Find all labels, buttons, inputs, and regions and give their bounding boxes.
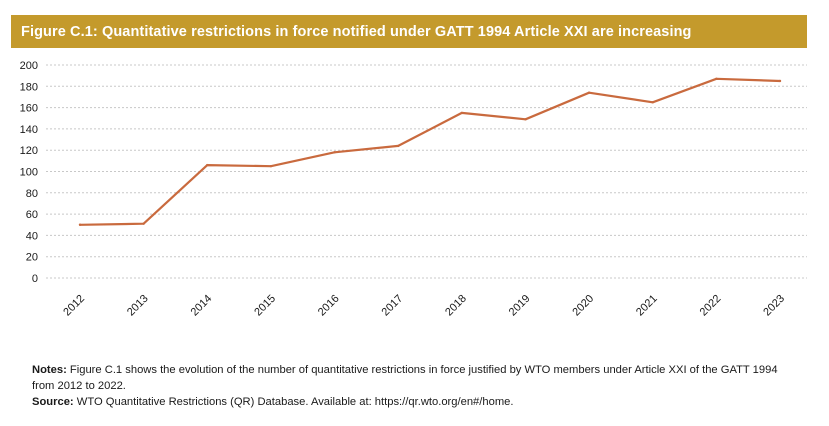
x-tick-label-2020: 2020 (570, 293, 596, 319)
series-group (78, 77, 782, 226)
data-point-2013 (142, 222, 145, 225)
y-tick-label-100: 100 (20, 167, 38, 179)
gridlines (46, 64, 807, 279)
y-tick-label-60: 60 (26, 209, 38, 221)
y-tick-label-20: 20 (26, 252, 38, 264)
y-tick-label-180: 180 (20, 81, 38, 93)
data-point-2012 (78, 223, 82, 226)
y-tick-label-120: 120 (20, 145, 38, 157)
source-text: WTO Quantitative Restrictions (QR) Datab… (73, 396, 514, 408)
data-point-2015 (269, 164, 273, 168)
figure-title: Figure C.1: Quantitative restrictions in… (21, 23, 692, 40)
y-tick-label-140: 140 (20, 124, 38, 136)
x-tick-label-2019: 2019 (507, 293, 533, 319)
data-point-2020 (587, 91, 591, 94)
figure-notes: Notes: Figure C.1 shows the evolution of… (32, 362, 802, 410)
source-label: Source: (32, 396, 74, 408)
line-chart: 0 20 40 60 80 100 120 140 160 180 200 2012 2013 2014… (20, 60, 807, 319)
data-point-2022 (715, 77, 718, 81)
y-tick-label-0: 0 (32, 273, 38, 285)
source-paragraph: Source: WTO Quantitative Restrictions (Q… (32, 394, 802, 410)
x-tick-label-2012: 2012 (61, 293, 87, 319)
data-point-2016 (333, 151, 336, 154)
data-point-2023 (778, 79, 782, 83)
x-tick-label-2016: 2016 (316, 293, 342, 319)
x-tick-label-2013: 2013 (125, 293, 151, 319)
notes-label: Notes: (32, 364, 67, 376)
x-axis-tick-labels: 2012 2013 2014 2015 2016 2017 2018 2019 2020 2021… (61, 293, 787, 319)
data-point-2021 (651, 101, 654, 104)
data-point-2018 (460, 111, 464, 115)
y-tick-label-80: 80 (26, 188, 38, 200)
y-tick-label-160: 160 (20, 103, 38, 115)
y-tick-label-200: 200 (20, 60, 38, 72)
series-line-0 (78, 77, 782, 226)
data-point-2014 (206, 163, 209, 167)
data-point-2017 (396, 144, 400, 148)
x-tick-label-2015: 2015 (252, 293, 278, 319)
figure-title-bar: Figure C.1: Quantitative restrictions in… (11, 15, 807, 48)
x-tick-label-2014: 2014 (189, 293, 215, 319)
notes-paragraph: Notes: Figure C.1 shows the evolution of… (32, 362, 802, 394)
y-tick-label-40: 40 (26, 230, 38, 242)
x-tick-label-2023: 2023 (761, 293, 787, 319)
data-point-2019 (524, 118, 527, 121)
x-tick-label-2021: 2021 (634, 293, 660, 319)
y-axis-tick-labels: 0 20 40 60 80 100 120 140 160 180 200 (20, 60, 38, 285)
x-tick-label-2022: 2022 (698, 293, 724, 319)
notes-text: Figure C.1 shows the evolution of the nu… (32, 364, 778, 392)
x-tick-label-2018: 2018 (443, 293, 469, 319)
x-tick-label-2017: 2017 (380, 293, 406, 319)
